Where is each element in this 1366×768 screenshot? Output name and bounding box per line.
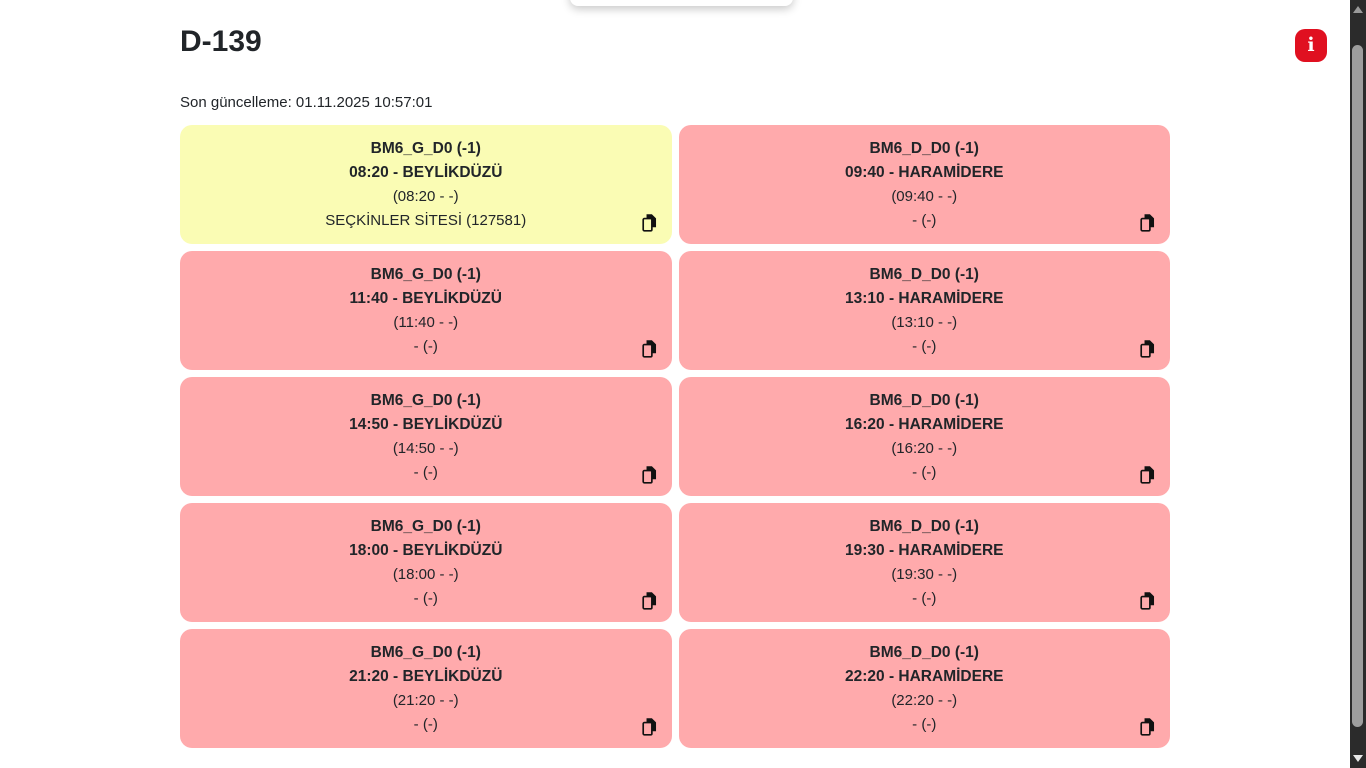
card-detail: - (-) [413,464,438,481]
card-block-code: BM6_G_D0 (-1) [370,266,481,283]
card-times: (22:20 - -) [891,692,958,709]
scroll-down-arrow-icon[interactable] [1353,755,1363,762]
card-detail: - (-) [413,716,438,733]
card-times: (09:40 - -) [891,188,958,205]
info-icon: i [1307,34,1315,56]
trip-card[interactable]: BM6_D_D0 (-1) 13:10 - HARAMİDERE (13:10 … [678,251,1170,370]
scrollbar[interactable] [1350,0,1366,768]
copy-icon[interactable] [640,591,659,610]
copy-icon[interactable] [1138,591,1157,610]
card-block-code: BM6_D_D0 (-1) [869,266,979,283]
trip-card[interactable]: BM6_D_D0 (-1) 22:20 - HARAMİDERE (22:20 … [678,629,1170,748]
trip-card[interactable]: BM6_G_D0 (-1) 11:40 - BEYLİKDÜZÜ (11:40 … [180,251,672,370]
card-times: (19:30 - -) [891,566,958,583]
card-times: (11:40 - -) [393,314,459,331]
card-detail: - (-) [912,338,937,355]
trip-card[interactable]: BM6_G_D0 (-1) 18:00 - BEYLİKDÜZÜ (18:00 … [180,503,672,622]
copy-icon[interactable] [1138,717,1157,736]
card-trip-label: 19:30 - HARAMİDERE [845,542,1004,559]
card-block-code: BM6_D_D0 (-1) [869,392,979,409]
card-times: (14:50 - -) [392,440,459,457]
cards-grid: BM6_G_D0 (-1) 08:20 - BEYLİKDÜZÜ (08:20 … [180,125,1170,748]
trip-card[interactable]: BM6_D_D0 (-1) 19:30 - HARAMİDERE (19:30 … [678,503,1170,622]
toast-remnant [570,0,793,6]
card-trip-label: 21:20 - BEYLİKDÜZÜ [349,668,503,685]
card-block-code: BM6_G_D0 (-1) [370,518,481,535]
card-detail: - (-) [413,338,438,355]
card-times: (21:20 - -) [392,692,459,709]
copy-icon[interactable] [1138,213,1157,232]
trip-card[interactable]: BM6_G_D0 (-1) 21:20 - BEYLİKDÜZÜ (21:20 … [180,629,672,748]
card-trip-label: 14:50 - BEYLİKDÜZÜ [349,416,503,433]
card-detail: - (-) [912,716,937,733]
trip-card[interactable]: BM6_G_D0 (-1) 14:50 - BEYLİKDÜZÜ (14:50 … [180,377,672,496]
card-trip-label: 22:20 - HARAMİDERE [845,668,1004,685]
card-block-code: BM6_D_D0 (-1) [869,644,979,661]
card-trip-label: 13:10 - HARAMİDERE [845,290,1004,307]
trip-card[interactable]: BM6_D_D0 (-1) 09:40 - HARAMİDERE (09:40 … [678,125,1170,244]
info-button[interactable]: i [1295,29,1327,62]
card-trip-label: 11:40 - BEYLİKDÜZÜ [349,290,502,307]
scroll-up-arrow-icon[interactable] [1353,6,1363,13]
trip-card[interactable]: BM6_G_D0 (-1) 08:20 - BEYLİKDÜZÜ (08:20 … [180,125,672,244]
card-block-code: BM6_G_D0 (-1) [370,644,481,661]
card-block-code: BM6_G_D0 (-1) [370,140,481,157]
copy-icon[interactable] [640,465,659,484]
page-title: D-139 [180,25,262,58]
card-trip-label: 18:00 - BEYLİKDÜZÜ [349,542,503,559]
scrollbar-thumb[interactable] [1352,45,1363,727]
card-detail: - (-) [912,590,937,607]
last-update-text: Son güncelleme: 01.11.2025 10:57:01 [180,94,433,111]
card-detail: - (-) [413,590,438,607]
main-content: D-139 Son güncelleme: 01.11.2025 10:57:0… [180,0,1170,748]
copy-icon[interactable] [640,339,659,358]
copy-icon[interactable] [1138,465,1157,484]
card-trip-label: 09:40 - HARAMİDERE [845,164,1004,181]
card-times: (18:00 - -) [392,566,459,583]
card-detail: - (-) [912,212,937,229]
card-block-code: BM6_D_D0 (-1) [869,140,979,157]
card-trip-label: 08:20 - BEYLİKDÜZÜ [349,164,503,181]
copy-icon[interactable] [640,717,659,736]
copy-icon[interactable] [640,213,659,232]
card-times: (08:20 - -) [392,188,459,205]
card-block-code: BM6_G_D0 (-1) [370,392,481,409]
copy-icon[interactable] [1138,339,1157,358]
card-block-code: BM6_D_D0 (-1) [869,518,979,535]
card-detail: - (-) [912,464,937,481]
card-times: (16:20 - -) [891,440,958,457]
trip-card[interactable]: BM6_D_D0 (-1) 16:20 - HARAMİDERE (16:20 … [678,377,1170,496]
card-trip-label: 16:20 - HARAMİDERE [845,416,1004,433]
card-detail: SEÇKİNLER SİTESİ (127581) [325,212,527,229]
card-times: (13:10 - -) [891,314,958,331]
